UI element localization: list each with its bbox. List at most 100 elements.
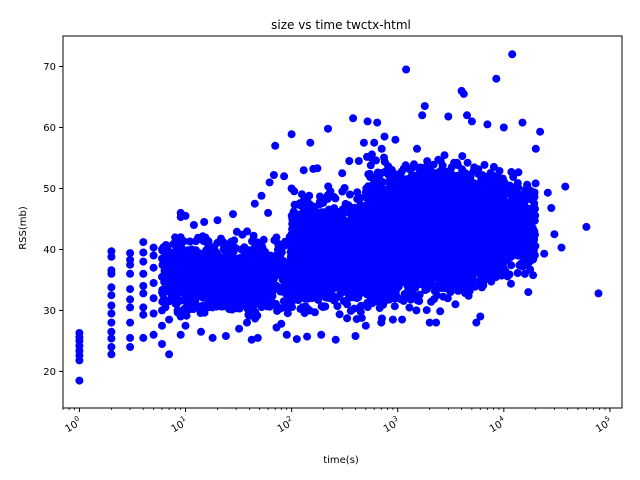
data-point (323, 293, 332, 302)
data-point (292, 280, 301, 289)
data-point (232, 227, 241, 236)
data-point (422, 306, 431, 315)
data-point (188, 279, 197, 288)
data-point (367, 150, 376, 159)
data-point (265, 302, 274, 311)
data-point (226, 260, 235, 269)
data-point (331, 283, 340, 292)
data-point (247, 294, 256, 303)
data-point (283, 309, 292, 318)
data-point (251, 314, 260, 323)
data-point (273, 303, 282, 312)
data-point (325, 267, 334, 276)
data-point (297, 222, 306, 231)
data-point (227, 237, 236, 246)
data-point (357, 313, 366, 322)
data-point (258, 244, 267, 253)
data-point (354, 293, 363, 302)
data-point (270, 236, 279, 245)
data-point (400, 290, 409, 299)
data-point (364, 193, 373, 202)
data-point (364, 170, 373, 179)
data-point (279, 257, 288, 266)
data-point (278, 275, 287, 284)
data-point (461, 169, 470, 178)
data-point (184, 285, 193, 294)
data-point (367, 182, 376, 191)
data-point (300, 309, 309, 318)
data-point (217, 260, 226, 269)
data-point (361, 221, 370, 230)
data-point (240, 283, 248, 292)
data-point (297, 190, 306, 199)
data-point (290, 271, 299, 280)
data-point (320, 222, 329, 231)
data-point (350, 249, 358, 258)
data-point (301, 214, 310, 223)
data-point (299, 240, 308, 249)
data-point (310, 308, 319, 317)
chart-title: size vs time twctx-html (271, 18, 411, 32)
data-point (172, 242, 180, 251)
data-point (240, 260, 249, 269)
data-point (458, 152, 467, 161)
data-point (185, 246, 194, 255)
data-point (346, 206, 355, 215)
data-point (339, 297, 348, 306)
data-point (299, 208, 308, 217)
data-point (377, 257, 386, 266)
data-point (253, 299, 262, 308)
data-point (176, 278, 185, 287)
data-point (336, 290, 345, 299)
data-point (338, 235, 347, 244)
data-point (287, 259, 296, 268)
data-point (192, 246, 200, 255)
data-point (347, 268, 356, 277)
data-point (288, 303, 296, 312)
data-point (309, 219, 318, 228)
data-point (300, 280, 309, 289)
data-point (203, 293, 212, 302)
data-point (306, 280, 315, 289)
data-point (346, 306, 355, 315)
data-point (310, 290, 319, 298)
data-point (193, 268, 202, 277)
data-point (377, 177, 386, 186)
scatter-points (75, 50, 603, 385)
data-point (379, 300, 388, 309)
data-point (354, 209, 363, 218)
data-point (316, 192, 324, 201)
data-point (383, 283, 392, 292)
data-point (258, 285, 267, 294)
data-point (232, 304, 241, 313)
data-point (321, 302, 330, 311)
data-point (372, 156, 380, 165)
data-point (174, 297, 183, 306)
data-point (289, 207, 298, 216)
data-point (279, 281, 288, 290)
data-point (186, 237, 194, 246)
data-point (378, 242, 387, 251)
data-point (342, 201, 351, 210)
data-point (187, 270, 196, 279)
data-point (390, 302, 399, 311)
data-point (226, 244, 235, 253)
data-point (324, 205, 333, 214)
data-point (292, 250, 301, 259)
data-point (195, 262, 204, 271)
data-point (388, 188, 397, 197)
data-point (352, 275, 361, 284)
data-point (158, 297, 167, 306)
data-point (380, 157, 389, 166)
data-point (380, 209, 389, 218)
data-point (384, 171, 393, 180)
data-point (413, 144, 421, 153)
data-point (308, 250, 317, 259)
data-point (195, 283, 203, 292)
data-point (399, 296, 408, 305)
data-point (337, 214, 346, 223)
data-point (369, 265, 378, 274)
data-point (219, 245, 228, 254)
data-point (343, 248, 352, 257)
data-point (208, 269, 217, 278)
